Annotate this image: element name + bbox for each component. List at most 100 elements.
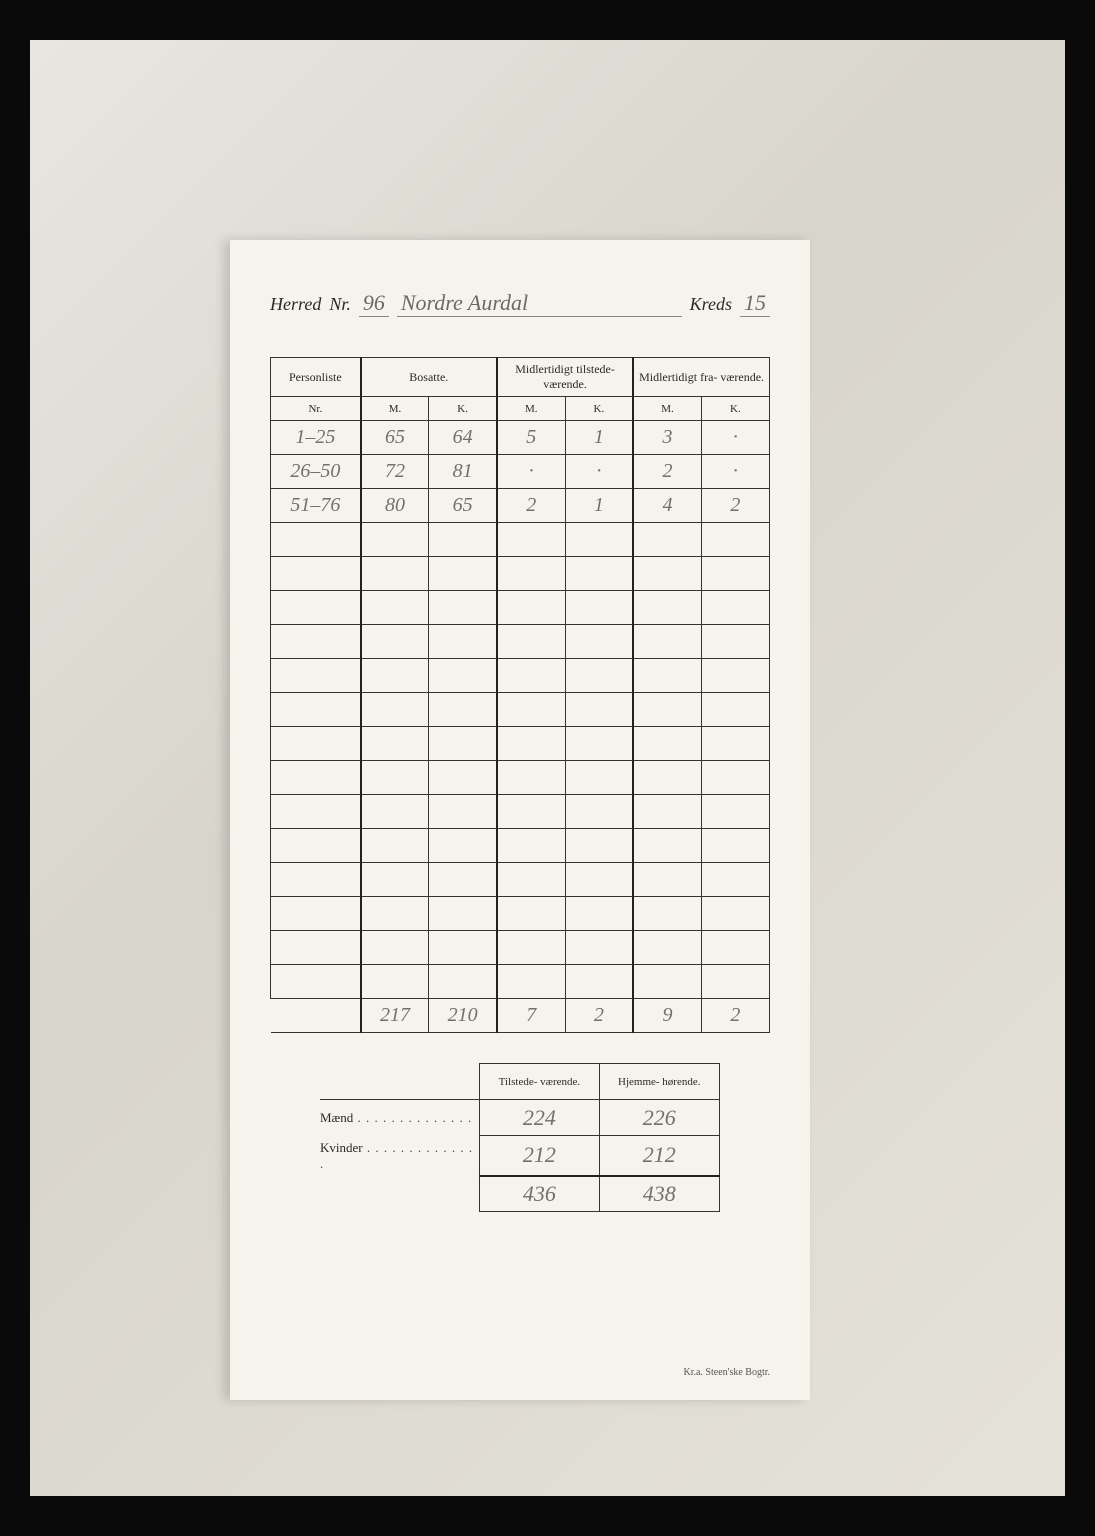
table-cell	[565, 897, 633, 931]
table-cell	[361, 931, 429, 965]
table-cell	[565, 557, 633, 591]
table-cell	[361, 727, 429, 761]
summary-row-label: Mænd	[320, 1100, 480, 1136]
table-cell	[633, 693, 701, 727]
table-cell	[429, 829, 497, 863]
table-cell: 80	[361, 489, 429, 523]
table-cell	[565, 795, 633, 829]
table-cell	[429, 591, 497, 625]
table-cell: 81	[429, 455, 497, 489]
table-cell: 2	[497, 489, 565, 523]
table-cell	[565, 761, 633, 795]
summary-total-cell: 436	[480, 1176, 599, 1212]
table-cell	[497, 659, 565, 693]
table-cell	[271, 795, 361, 829]
summary-table: Tilstede- værende. Hjemme- hørende. Mænd…	[320, 1063, 720, 1212]
table-cell	[271, 727, 361, 761]
table-row	[271, 965, 770, 999]
table-cell	[633, 931, 701, 965]
table-cell	[429, 557, 497, 591]
table-cell	[361, 557, 429, 591]
table-cell: 72	[361, 455, 429, 489]
table-cell: 65	[361, 421, 429, 455]
col-tilstede-k: K.	[565, 397, 633, 421]
table-cell	[361, 761, 429, 795]
table-cell	[497, 965, 565, 999]
table-row	[271, 863, 770, 897]
table-cell	[497, 625, 565, 659]
table-cell: 2	[701, 999, 769, 1033]
table-cell	[429, 931, 497, 965]
col-tilstede: Tilstede- værende.	[480, 1064, 599, 1100]
census-form-sheet: Herred Nr. 96 Nordre Aurdal Kreds 15 Per…	[230, 240, 810, 1400]
table-cell	[271, 863, 361, 897]
table-row	[271, 761, 770, 795]
table-cell	[361, 659, 429, 693]
table-cell: 210	[429, 999, 497, 1033]
table-cell	[633, 965, 701, 999]
table-cell	[361, 693, 429, 727]
table-cell	[701, 659, 769, 693]
summary-blank-corner	[320, 1064, 480, 1100]
table-cell	[429, 863, 497, 897]
col-bosatte-m: M.	[361, 397, 429, 421]
form-header: Herred Nr. 96 Nordre Aurdal Kreds 15	[270, 290, 770, 317]
herred-number-value: 96	[359, 290, 389, 317]
table-cell	[271, 965, 361, 999]
table-cell: ·	[565, 455, 633, 489]
table-cell	[429, 659, 497, 693]
summary-row: Kvinder212212	[320, 1136, 720, 1176]
table-row	[271, 829, 770, 863]
table-cell	[497, 727, 565, 761]
table-row: 51–7680652142	[271, 489, 770, 523]
table-cell	[633, 795, 701, 829]
table-cell: ·	[701, 421, 769, 455]
table-cell	[271, 659, 361, 693]
table-cell	[565, 863, 633, 897]
col-nr: Nr.	[271, 397, 361, 421]
table-cell: ·	[497, 455, 565, 489]
kreds-number-value: 15	[740, 290, 770, 317]
summary-cell: 224	[480, 1100, 599, 1136]
table-cell	[701, 557, 769, 591]
table-cell	[429, 795, 497, 829]
summary-blank-label	[320, 1176, 480, 1212]
table-cell	[429, 897, 497, 931]
table-cell	[565, 659, 633, 693]
summary-row-label: Kvinder	[320, 1136, 480, 1176]
table-cell	[633, 761, 701, 795]
col-tilstede-m: M.	[497, 397, 565, 421]
col-midl-fra: Midlertidigt fra- værende.	[633, 358, 769, 397]
col-fra-m: M.	[633, 397, 701, 421]
table-cell	[497, 863, 565, 897]
col-hjemme: Hjemme- hørende.	[599, 1064, 719, 1100]
summary-totals-row: 436438	[320, 1176, 720, 1212]
table-cell	[633, 523, 701, 557]
main-census-table: Personliste Bosatte. Midlertidigt tilste…	[270, 357, 770, 1033]
table-cell: 2	[701, 489, 769, 523]
table-cell: 5	[497, 421, 565, 455]
table-cell	[429, 727, 497, 761]
table-row	[271, 557, 770, 591]
herred-name-value: Nordre Aurdal	[397, 290, 682, 317]
table-cell: 1	[565, 421, 633, 455]
table-cell: 64	[429, 421, 497, 455]
table-row	[271, 523, 770, 557]
table-cell	[565, 591, 633, 625]
table-cell	[361, 625, 429, 659]
table-cell	[633, 591, 701, 625]
table-cell	[497, 829, 565, 863]
table-cell	[429, 965, 497, 999]
table-cell	[271, 999, 361, 1033]
table-row	[271, 625, 770, 659]
table-cell	[701, 761, 769, 795]
summary-row: Mænd224226	[320, 1100, 720, 1136]
table-row	[271, 693, 770, 727]
table-cell	[271, 591, 361, 625]
col-bosatte: Bosatte.	[361, 358, 497, 397]
table-cell: 26–50	[271, 455, 361, 489]
col-bosatte-k: K.	[429, 397, 497, 421]
table-cell	[565, 625, 633, 659]
table-cell	[361, 829, 429, 863]
table-cell	[565, 523, 633, 557]
